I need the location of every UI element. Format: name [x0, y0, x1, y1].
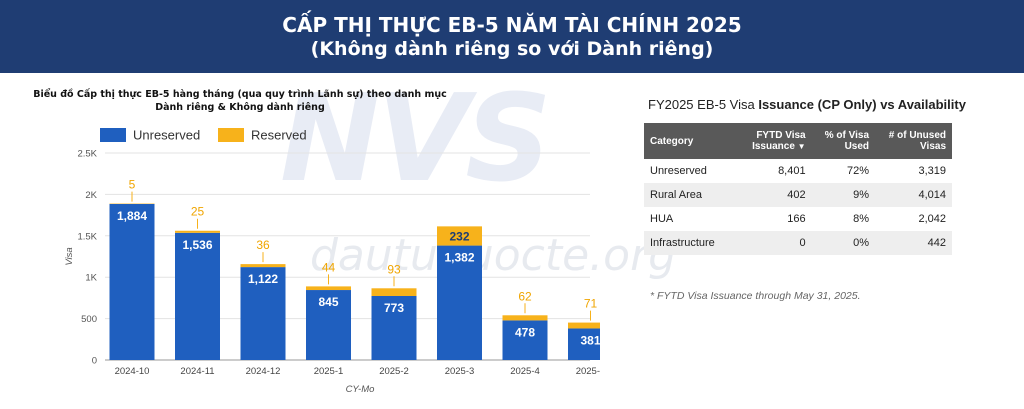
y-tick-label: 2.5K [77, 149, 97, 160]
bar-reserved [371, 288, 417, 296]
bar-reserved [437, 226, 482, 246]
cell-category: HUA [650, 213, 674, 225]
data-label-unreserved: 381 [580, 333, 600, 347]
watermark-site: dautuquocte.org [310, 230, 677, 281]
cell-unused: 442 [875, 231, 952, 255]
data-label-unreserved: 773 [384, 301, 404, 315]
bar-unreserved [109, 204, 155, 360]
data-label-reserved: 25 [191, 205, 205, 219]
col-header-issuance[interactable]: FYTD Visa Issuance ▼ [720, 123, 812, 159]
legend-label: Unreserved [133, 128, 200, 143]
cell-issuance: 402 [720, 183, 812, 207]
header-title: CẤP THỊ THỰC EB-5 NĂM TÀI CHÍNH 2025 [282, 12, 742, 37]
data-label-reserved: 36 [256, 238, 270, 252]
table-header-row: Category FYTD Visa Issuance ▼ % of Visa … [644, 123, 952, 159]
watermark-logo: NVS [280, 70, 552, 209]
bar-reserved [240, 264, 286, 268]
data-label-reserved: 232 [449, 229, 469, 243]
table-row: Unreserved 8,401 72% 3,319 [644, 159, 952, 183]
table-row: Infrastructure 0 0% 442 [644, 231, 952, 255]
header-subtitle: (Không dành riêng so với Dành riêng) [310, 37, 714, 60]
cell-category: Infrastructure [644, 231, 721, 255]
x-tick-label: 2024-11 [180, 366, 214, 377]
legend-label: Reserved [251, 128, 307, 143]
x-tick-label: 2025-5 [576, 366, 600, 377]
cell-percent: 72% [847, 165, 870, 177]
availability-table: Category FYTD Visa Issuance ▼ % of Visa … [644, 123, 952, 255]
data-label-unreserved: 1,382 [444, 251, 474, 265]
legend-swatch [100, 128, 126, 142]
bar-reserved [568, 322, 600, 329]
cell-unused: 3,319 [918, 165, 946, 177]
cell-unused: 4,014 [875, 183, 952, 207]
bar-unreserved [437, 245, 482, 360]
bar-unreserved [306, 290, 351, 360]
bar-reserved [306, 286, 351, 291]
table-row: Rural Area 402 9% 4,014 [644, 183, 952, 207]
table-title: FY2025 EB-5 Visa Issuance (CP Only) vs A… [648, 97, 966, 112]
col-header-category[interactable]: Category [644, 123, 721, 159]
header-banner: CẤP THỊ THỰC EB-5 NĂM TÀI CHÍNH 2025 (Kh… [0, 0, 1024, 73]
data-label-reserved: 71 [584, 297, 598, 311]
cell-category: Unreserved [650, 165, 707, 177]
y-tick-label: 1.5K [77, 231, 97, 242]
sort-down-icon[interactable]: ▼ [797, 142, 806, 151]
col-header-percent[interactable]: % of Visa Used [811, 123, 876, 159]
cell-percent: 9% [811, 183, 876, 207]
bar-unreserved [175, 232, 220, 360]
bar-unreserved [371, 295, 417, 360]
legend-swatch [218, 128, 244, 142]
x-tick-label: 2025-4 [510, 366, 540, 377]
table-footnote: * FYTD Visa Issuance through May 31, 202… [650, 290, 861, 302]
y-tick-label: 1K [85, 273, 97, 284]
data-label-reserved: 5 [129, 178, 136, 192]
data-label-unreserved: 1,122 [248, 272, 278, 286]
data-label-unreserved: 1,884 [117, 209, 147, 223]
data-label-unreserved: 1,536 [182, 238, 212, 252]
col-header-unused[interactable]: # of Unused Visas [875, 123, 952, 159]
table-row: HUA 166 8% 2,042 [644, 207, 952, 231]
x-tick-label: 2025-3 [445, 366, 475, 377]
x-axis-label: CY-Mo [346, 384, 375, 395]
bar-reserved [175, 230, 220, 233]
cell-issuance: 0 [720, 231, 812, 255]
data-label-reserved: 44 [322, 260, 336, 274]
y-axis-label: Visa [64, 247, 75, 265]
data-label-unreserved: 478 [515, 325, 535, 339]
cell-issuance: 8,401 [778, 165, 806, 177]
bar-unreserved [240, 267, 286, 360]
cell-unused: 2,042 [918, 213, 946, 225]
chart-title: Biểu đồ Cấp thị thực EB-5 hàng tháng (qu… [33, 89, 447, 113]
data-label-reserved: 93 [387, 262, 401, 276]
x-tick-label: 2024-10 [115, 366, 150, 377]
bar-reserved [502, 315, 548, 321]
bar-unreserved [502, 320, 548, 360]
cell-percent: 8% [853, 213, 870, 225]
x-tick-label: 2025-1 [314, 366, 344, 377]
data-label-unreserved: 845 [318, 295, 338, 309]
y-tick-label: 2K [85, 190, 97, 201]
table-title-prefix: FY2025 EB-5 Visa [648, 97, 755, 112]
x-tick-label: 2025-2 [379, 366, 409, 377]
cell-category: Rural Area [644, 183, 721, 207]
col-header-issuance-label: FYTD Visa Issuance [752, 130, 806, 152]
x-tick-label: 2024-12 [246, 366, 281, 377]
cell-issuance: 166 [787, 213, 806, 225]
bar-unreserved [568, 328, 600, 360]
y-tick-label: 500 [81, 314, 97, 325]
table-title-bold: Issuance (CP Only) vs Availability [758, 97, 966, 112]
bar-chart: 0 500 1K 1.5K 2K 2.5K Visa Unreserved Reserved 1,… [64, 128, 600, 395]
data-label-reserved: 62 [518, 289, 532, 303]
cell-percent: 0% [811, 231, 876, 255]
y-tick-label: 0 [92, 356, 97, 367]
